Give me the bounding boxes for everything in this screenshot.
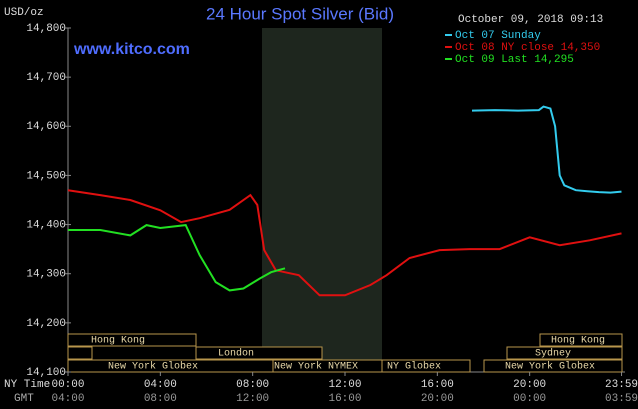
- session-label: New York Globex: [108, 361, 198, 373]
- y-tick-label: 14,100: [26, 367, 66, 379]
- y-tick-label: 14,300: [26, 269, 66, 281]
- secondary-x-tick-label: 00:00: [513, 393, 546, 405]
- market-hours-shade: [262, 28, 382, 372]
- y-tick-label: 14,800: [26, 23, 66, 35]
- session-box: [381, 359, 471, 373]
- y-tick-label: 14,700: [26, 72, 66, 84]
- y-tick-label: 14,600: [26, 121, 66, 133]
- legend-entry: Oct 08 NY close 14,350: [455, 42, 600, 54]
- session-box: [195, 346, 323, 360]
- series-line: [67, 189, 622, 297]
- chart-title: 24 Hour Spot Silver (Bid): [206, 4, 394, 23]
- series-line: [471, 105, 622, 194]
- x-tick-label: 00:00: [51, 379, 84, 391]
- chart-subtitle: October 09, 2018 09:13: [458, 14, 603, 26]
- session-label: New York NYMEX: [274, 361, 358, 373]
- series-line: [68, 224, 286, 292]
- y-tick-label: 14,200: [26, 318, 66, 330]
- y-tick-label: 14,500: [26, 170, 66, 182]
- secondary-x-axis-label: GMT: [14, 393, 34, 405]
- session-box: [67, 346, 93, 360]
- x-tick-label: 12:00: [328, 379, 361, 391]
- secondary-x-tick-label: 16:00: [328, 393, 361, 405]
- secondary-x-tick-label: 20:00: [421, 393, 454, 405]
- x-axis-label: NY Time: [4, 379, 50, 391]
- session-box: [67, 333, 197, 347]
- x-tick-label: 16:00: [421, 379, 454, 391]
- legend-entry: Oct 09 Last 14,295: [455, 54, 574, 66]
- x-tick-label: 23:59: [605, 379, 638, 391]
- y-axis-label: USD/oz: [4, 7, 44, 19]
- session-label: NY Globex: [387, 361, 441, 373]
- y-tick-label: 14,400: [26, 219, 66, 231]
- legend-entry: Oct 07 Sunday: [455, 30, 541, 42]
- session-box: [483, 359, 623, 373]
- x-tick-label: 08:00: [236, 379, 269, 391]
- session-box: [539, 333, 623, 347]
- secondary-x-tick-label: 03:59: [605, 393, 638, 405]
- session-box: [506, 346, 623, 360]
- session-label: New York Globex: [505, 361, 595, 373]
- x-tick-label: 04:00: [144, 379, 177, 391]
- secondary-x-tick-label: 12:00: [236, 393, 269, 405]
- session-label: Sydney: [535, 348, 571, 360]
- secondary-x-tick-label: 08:00: [144, 393, 177, 405]
- session-label: Hong Kong: [91, 336, 145, 347]
- sessions: Hong Kong London New York Globex New Yor…: [67, 333, 623, 373]
- session-label: Hong Kong: [551, 336, 605, 347]
- x-tick-label: 20:00: [513, 379, 546, 391]
- session-label: London: [218, 348, 254, 360]
- secondary-x-tick-label: 04:00: [51, 393, 84, 405]
- annotation: www.kitco.com: [73, 41, 190, 58]
